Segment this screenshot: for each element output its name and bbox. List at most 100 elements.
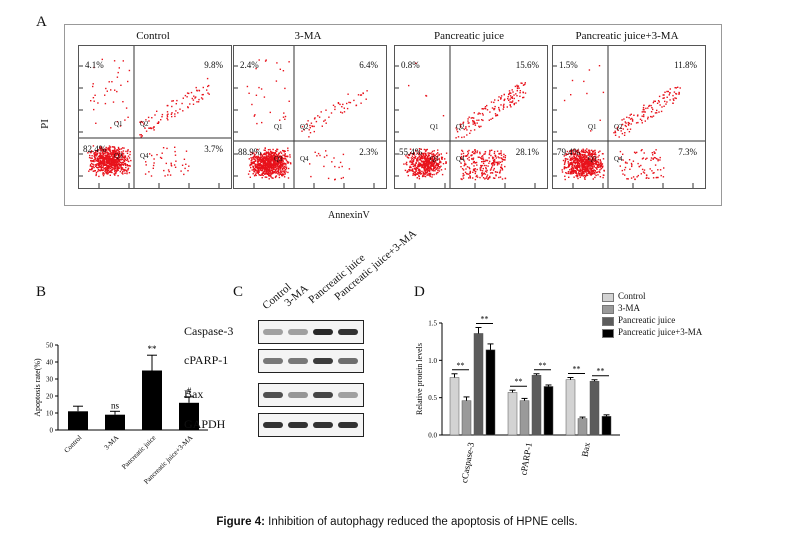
flow-event-dot [489,149,491,152]
flow-event-dot [583,80,585,83]
flow-event-dot [408,170,411,172]
flow-event-dot [585,169,588,171]
flow-event-dot [616,126,619,129]
flow-event-dot [583,166,586,168]
flow-event-dot [499,169,502,171]
flow-event-dot [635,122,638,124]
flow-event-dot [113,155,115,157]
flow-event-dot [257,166,259,168]
flow-event-dot [575,164,578,167]
flow-event-dot [415,170,417,172]
flow-event-dot [108,161,111,164]
flow-event-dot [125,163,127,165]
flow-event-dot [128,172,131,174]
flow-event-dot [260,166,262,168]
flow-event-dot [584,149,586,151]
flow-event-dot [270,166,272,169]
flow-event-dot [482,108,485,110]
flow-event-dot [643,172,646,174]
flow-event-dot [107,164,109,167]
flow-event-dot [498,172,501,174]
flow-event-dot [594,149,596,152]
flow-event-dot [442,163,445,165]
flow-event-dot [459,123,462,126]
flow-event-dot [92,160,94,162]
flow-event-dot [108,153,110,155]
flow-event-dot [423,167,425,169]
flow-event-dot [98,154,101,157]
flow-event-dot [569,162,571,164]
flow-event-dot [102,166,104,168]
flow-event-dot [333,157,335,159]
flow-event-dot [255,94,258,96]
flow-event-dot [567,172,570,175]
flow-event-dot [194,97,196,99]
flow-event-dot [494,154,496,156]
flow-event-dot [435,168,437,170]
flow-event-dot [508,99,510,101]
flow-event-dot [315,120,318,123]
flow-event-dot [120,162,122,164]
flow-event-dot [114,165,116,167]
flow-event-dot [417,157,419,159]
flow-event-dot [584,170,587,172]
flow-event-dot [110,154,113,156]
flow-event-dot [268,166,270,169]
flow-event-dot [575,158,577,160]
flow-event-dot [434,161,436,164]
flow-event-dot [640,173,642,175]
flow-event-dot [110,170,112,172]
flow-event-dot [490,101,493,103]
protein-band [288,422,308,428]
flow-event-dot [602,158,605,160]
flow-event-dot [270,159,273,162]
flow-event-dot [502,156,505,158]
flow-event-dot [265,163,267,166]
flow-event-dot [250,162,252,164]
flow-event-dot [148,171,150,173]
flow-event-dot [594,152,596,155]
flow-event-dot [571,153,573,155]
flow-event-dot [258,168,260,170]
flow-event-dot [590,163,593,165]
flow-event-dot [409,148,412,150]
flow-event-dot [428,162,430,165]
flow-event-dot [275,172,278,174]
flow-event-dot [121,154,123,156]
flow-event-dot [641,168,644,171]
flow-event-dot [515,93,517,95]
flow-event-dot [324,119,326,121]
flow-event-dot [431,157,433,160]
flow-event-dot [110,166,113,169]
flow-event-dot [427,161,430,163]
flow-event-dot [577,169,579,171]
flow-event-dot [89,154,91,157]
flow-event-dot [113,151,115,153]
flow-event-dot [429,162,431,164]
flow-event-dot [589,163,591,165]
flow-event-dot [257,170,259,172]
flow-event-dot [441,158,443,160]
flow-event-dot [115,172,117,175]
flow-event-dot [116,170,118,172]
flow-event-dot [272,162,275,164]
flow-event-dot [108,167,110,170]
flow-panel-title: Pancreatic juice [434,30,504,42]
flow-event-dot [482,119,484,122]
flow-event-dot [411,161,413,163]
flow-event-dot [438,158,440,161]
flow-event-dot [106,155,108,157]
flow-event-dot [624,124,626,127]
flow-event-dot [594,151,596,154]
flow-event-dot [248,170,251,172]
flow-event-dot [269,172,271,175]
flow-event-dot [342,176,344,179]
flow-event-dot [489,111,491,113]
flow-event-dot [627,178,629,180]
flow-event-dot [93,66,95,69]
flow-event-dot [263,163,265,165]
flow-event-dot [120,84,122,86]
flow-event-dot [657,176,659,179]
flow-event-dot [473,117,475,119]
flow-event-dot [125,170,128,172]
